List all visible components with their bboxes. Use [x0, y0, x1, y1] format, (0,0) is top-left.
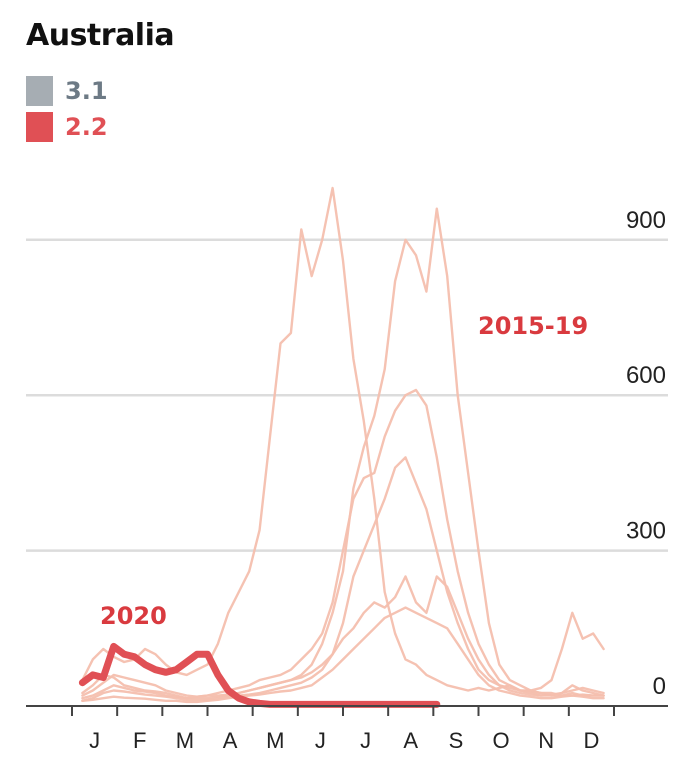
legend-label-red: 2.2 [65, 113, 108, 141]
y-tick-label: 600 [626, 362, 666, 389]
x-tick-label: N [538, 728, 554, 753]
x-tick-label: J [89, 728, 100, 753]
y-tick-label: 900 [626, 207, 666, 234]
y-tick-label: 300 [626, 518, 666, 545]
legend-item-red: 2.2 [26, 112, 108, 142]
x-tick-label: M [266, 728, 284, 753]
x-tick-label: A [403, 728, 418, 753]
series-line-2015-19-3 [81, 388, 605, 698]
chart-title: Australia [26, 18, 175, 53]
x-tick-label: S [449, 728, 464, 753]
annotation-label: 2015-19 [478, 312, 588, 340]
legend-swatch-red [26, 112, 53, 142]
y-tick-label: 0 [653, 673, 666, 700]
x-tick-label: M [176, 728, 194, 753]
x-tick-label: A [223, 728, 238, 753]
x-tick-label: D [583, 728, 599, 753]
series-line-2015-19-4 [81, 456, 605, 700]
legend-label-grey: 3.1 [65, 77, 108, 105]
x-tick-label: O [493, 728, 510, 753]
x-tick-label: J [360, 728, 371, 753]
series-line-2020 [78, 642, 441, 708]
legend-item-grey: 3.1 [26, 76, 108, 106]
series-line-2015-19-5 [81, 575, 605, 702]
series-line-2015-19-2 [81, 207, 605, 700]
x-tick-label: F [133, 728, 146, 753]
series-line-2015-19-6 [81, 606, 605, 704]
annotation-label: 2020 [100, 602, 167, 630]
legend-swatch-grey [26, 76, 53, 106]
x-tick-label: J [315, 728, 326, 753]
